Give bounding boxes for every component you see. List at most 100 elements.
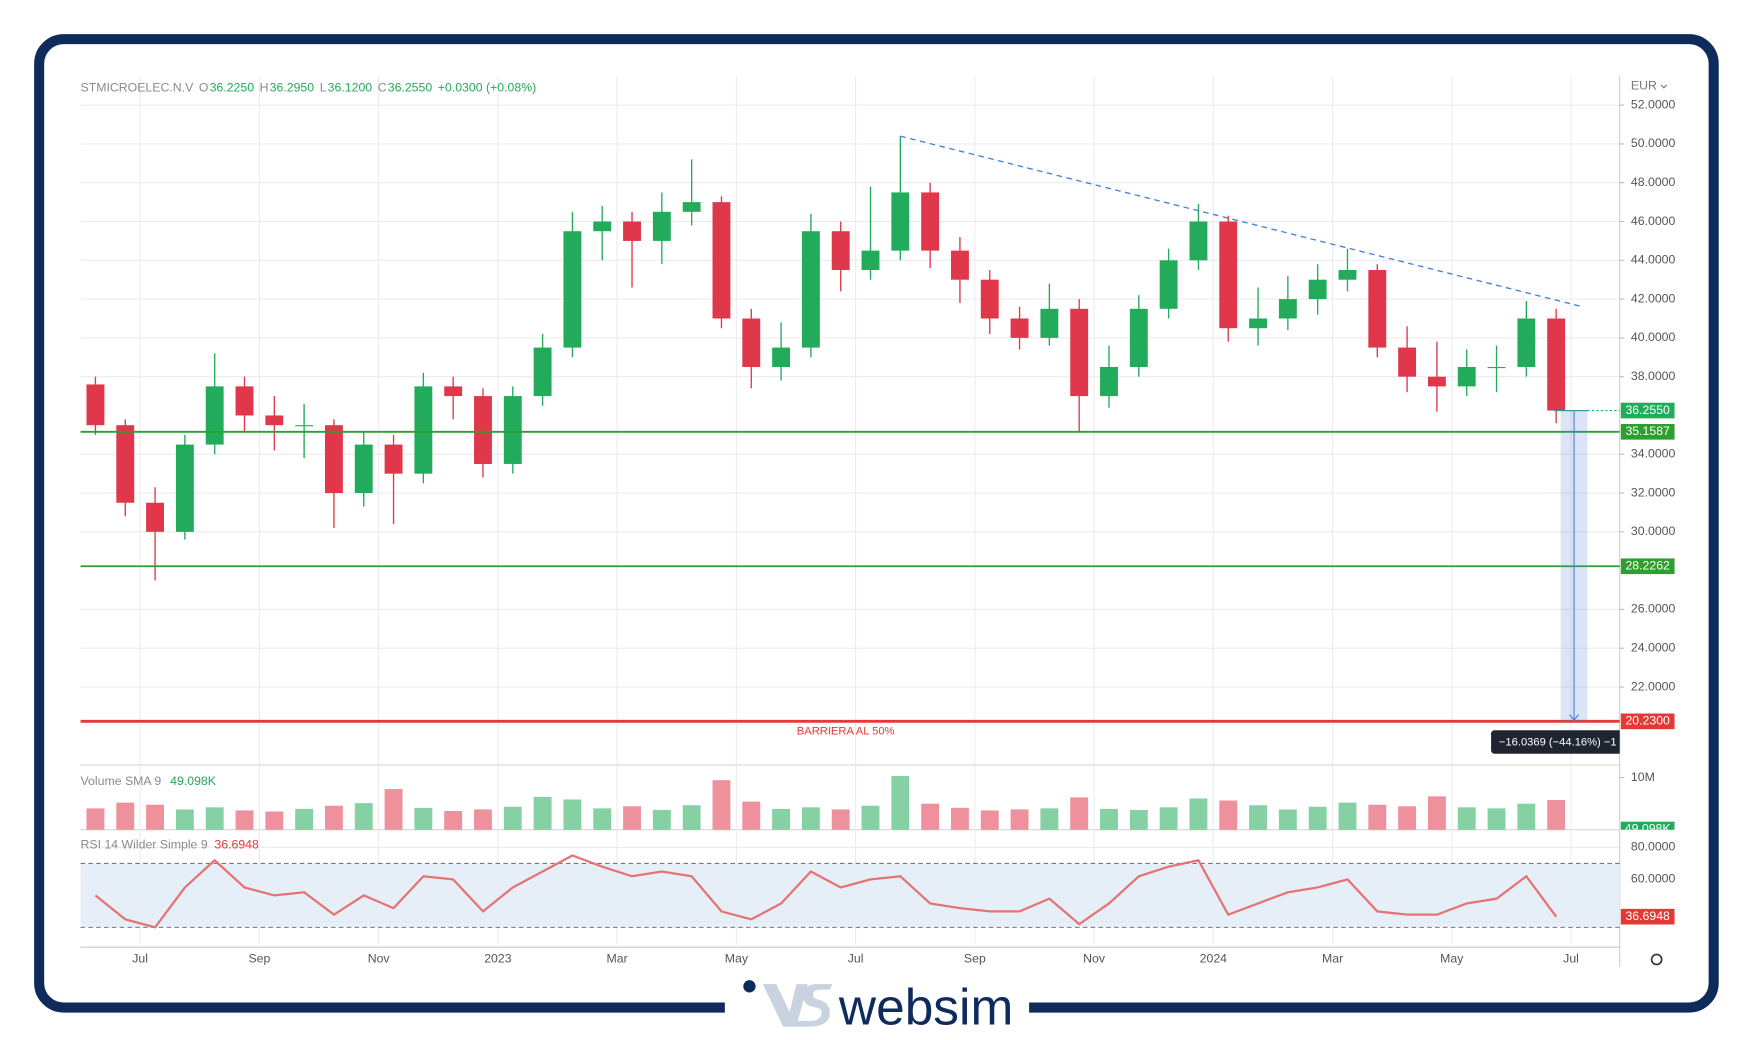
volume-bar [593, 808, 612, 830]
candle-body [772, 347, 791, 367]
axes: Jul Sep Nov 2023 Mar May Jul Sep Nov 2024 Mar May Ju… [80, 76, 1676, 968]
y-tick-label: 48.0000 [1631, 175, 1676, 189]
volume-bar [205, 807, 224, 830]
volume-bar [951, 807, 969, 830]
candle-body [652, 211, 671, 241]
volume-bar [772, 808, 791, 830]
volume-sma-label: 49.098K [1625, 822, 1672, 836]
candle-body [1427, 376, 1446, 387]
y-tick-label: 22.0000 [1631, 679, 1676, 693]
x-tick-label: Jul [1563, 952, 1579, 966]
volume-bar [86, 808, 105, 830]
volume-bar [474, 809, 492, 830]
candle-body [742, 318, 761, 367]
candle-body [980, 279, 999, 319]
header-text: 36.2250 [210, 81, 255, 95]
header-text: L [320, 81, 327, 95]
candle-body [414, 386, 433, 474]
volume-bar [354, 803, 373, 830]
barrier-text: BARRIERA AL 50% [797, 725, 895, 737]
level-label-box [1620, 558, 1675, 575]
candle-body [682, 202, 701, 212]
volume-bar [146, 804, 165, 830]
x-tick-label: Sep [248, 952, 270, 966]
y-tick-label: 52.0000 [1631, 97, 1676, 111]
x-tick-label: Nov [1083, 952, 1106, 966]
volume-bar [891, 776, 910, 830]
gear[interactable] [1650, 953, 1663, 966]
volume-sma-value: 49.098K [170, 774, 217, 788]
candle-body [1398, 347, 1417, 377]
brand-name: websim [838, 978, 1013, 1036]
y-tick-label: 24.0000 [1631, 640, 1676, 654]
volume-pane: 49.098K [86, 776, 1675, 836]
volume-bar [712, 780, 731, 830]
level-label-box [1620, 423, 1675, 440]
level-label: 28.2262 [1625, 559, 1670, 573]
volume-bar [682, 805, 701, 830]
volume-tick-label: 10M [1631, 770, 1655, 784]
x-tick-label: Nov [368, 952, 391, 966]
rsi-band [80, 863, 1620, 928]
header-text: 36.2950 [270, 81, 315, 95]
candle-body [235, 386, 254, 416]
x-tick-label: 2024 [1200, 952, 1228, 966]
candle-body [503, 396, 522, 464]
candle-body [354, 444, 373, 494]
candle-body [1457, 366, 1476, 387]
volume-bar [801, 807, 820, 830]
candle-body [831, 231, 850, 271]
volume-bar [324, 805, 343, 830]
header-text: C [378, 81, 387, 95]
candle-body [265, 415, 284, 426]
volume-bar [235, 810, 254, 830]
y-tick-label: 30.0000 [1631, 524, 1676, 538]
barrier-label: 20.2300 [1625, 714, 1670, 728]
volume-bar [652, 809, 671, 830]
candle-body [1368, 270, 1387, 348]
candle-body [1129, 308, 1148, 367]
candle-body [623, 221, 641, 241]
rsi-last-value: 36.6948 [214, 838, 259, 852]
candle-body [1189, 221, 1208, 261]
volume-bar [980, 810, 999, 830]
y-tick-label: 32.0000 [1631, 485, 1676, 499]
candle-body [295, 425, 314, 427]
volume-bar [563, 799, 582, 830]
y-tick-label: 38.0000 [1631, 369, 1676, 383]
candle-body [116, 425, 135, 503]
volume-bar [503, 806, 522, 830]
measure-label-group: −16.0369 (−44.16%) −1 [1491, 730, 1620, 754]
y-tick-label: 26.0000 [1631, 602, 1676, 616]
volume-bar [1398, 806, 1417, 830]
settings-icon[interactable] [1650, 953, 1663, 966]
rsi-last-label: 36.6948 [1625, 909, 1670, 923]
candle-body [1010, 318, 1029, 338]
volume-title: Volume SMA 9 [81, 774, 162, 788]
rsi-line [94, 854, 1558, 929]
volume-bar [921, 803, 940, 830]
candle-body [533, 347, 552, 397]
candle-body [712, 202, 731, 319]
candle-body [1249, 318, 1267, 329]
measure-label-box [1491, 730, 1620, 754]
last-price-box [1620, 402, 1675, 419]
volume-bar [1338, 802, 1357, 830]
candle-body [1219, 221, 1238, 329]
trendline [900, 135, 1584, 308]
y-tick-label: 42.0000 [1631, 291, 1676, 305]
volume-bar [414, 807, 433, 830]
candle-body [86, 384, 105, 426]
candle-body [1040, 308, 1059, 338]
volume-bar [533, 796, 552, 830]
volume-bar [1457, 807, 1476, 830]
volume-sma-box [1620, 821, 1675, 830]
volume-bar [1368, 804, 1387, 830]
header-text: H [260, 81, 269, 95]
rsi-title: RSI 14 Wilder Simple 9 [81, 838, 208, 852]
volume-bar [1159, 807, 1178, 830]
candle-body [1308, 279, 1327, 300]
rsi-last-box [1620, 908, 1675, 925]
candle-body [1517, 318, 1536, 367]
